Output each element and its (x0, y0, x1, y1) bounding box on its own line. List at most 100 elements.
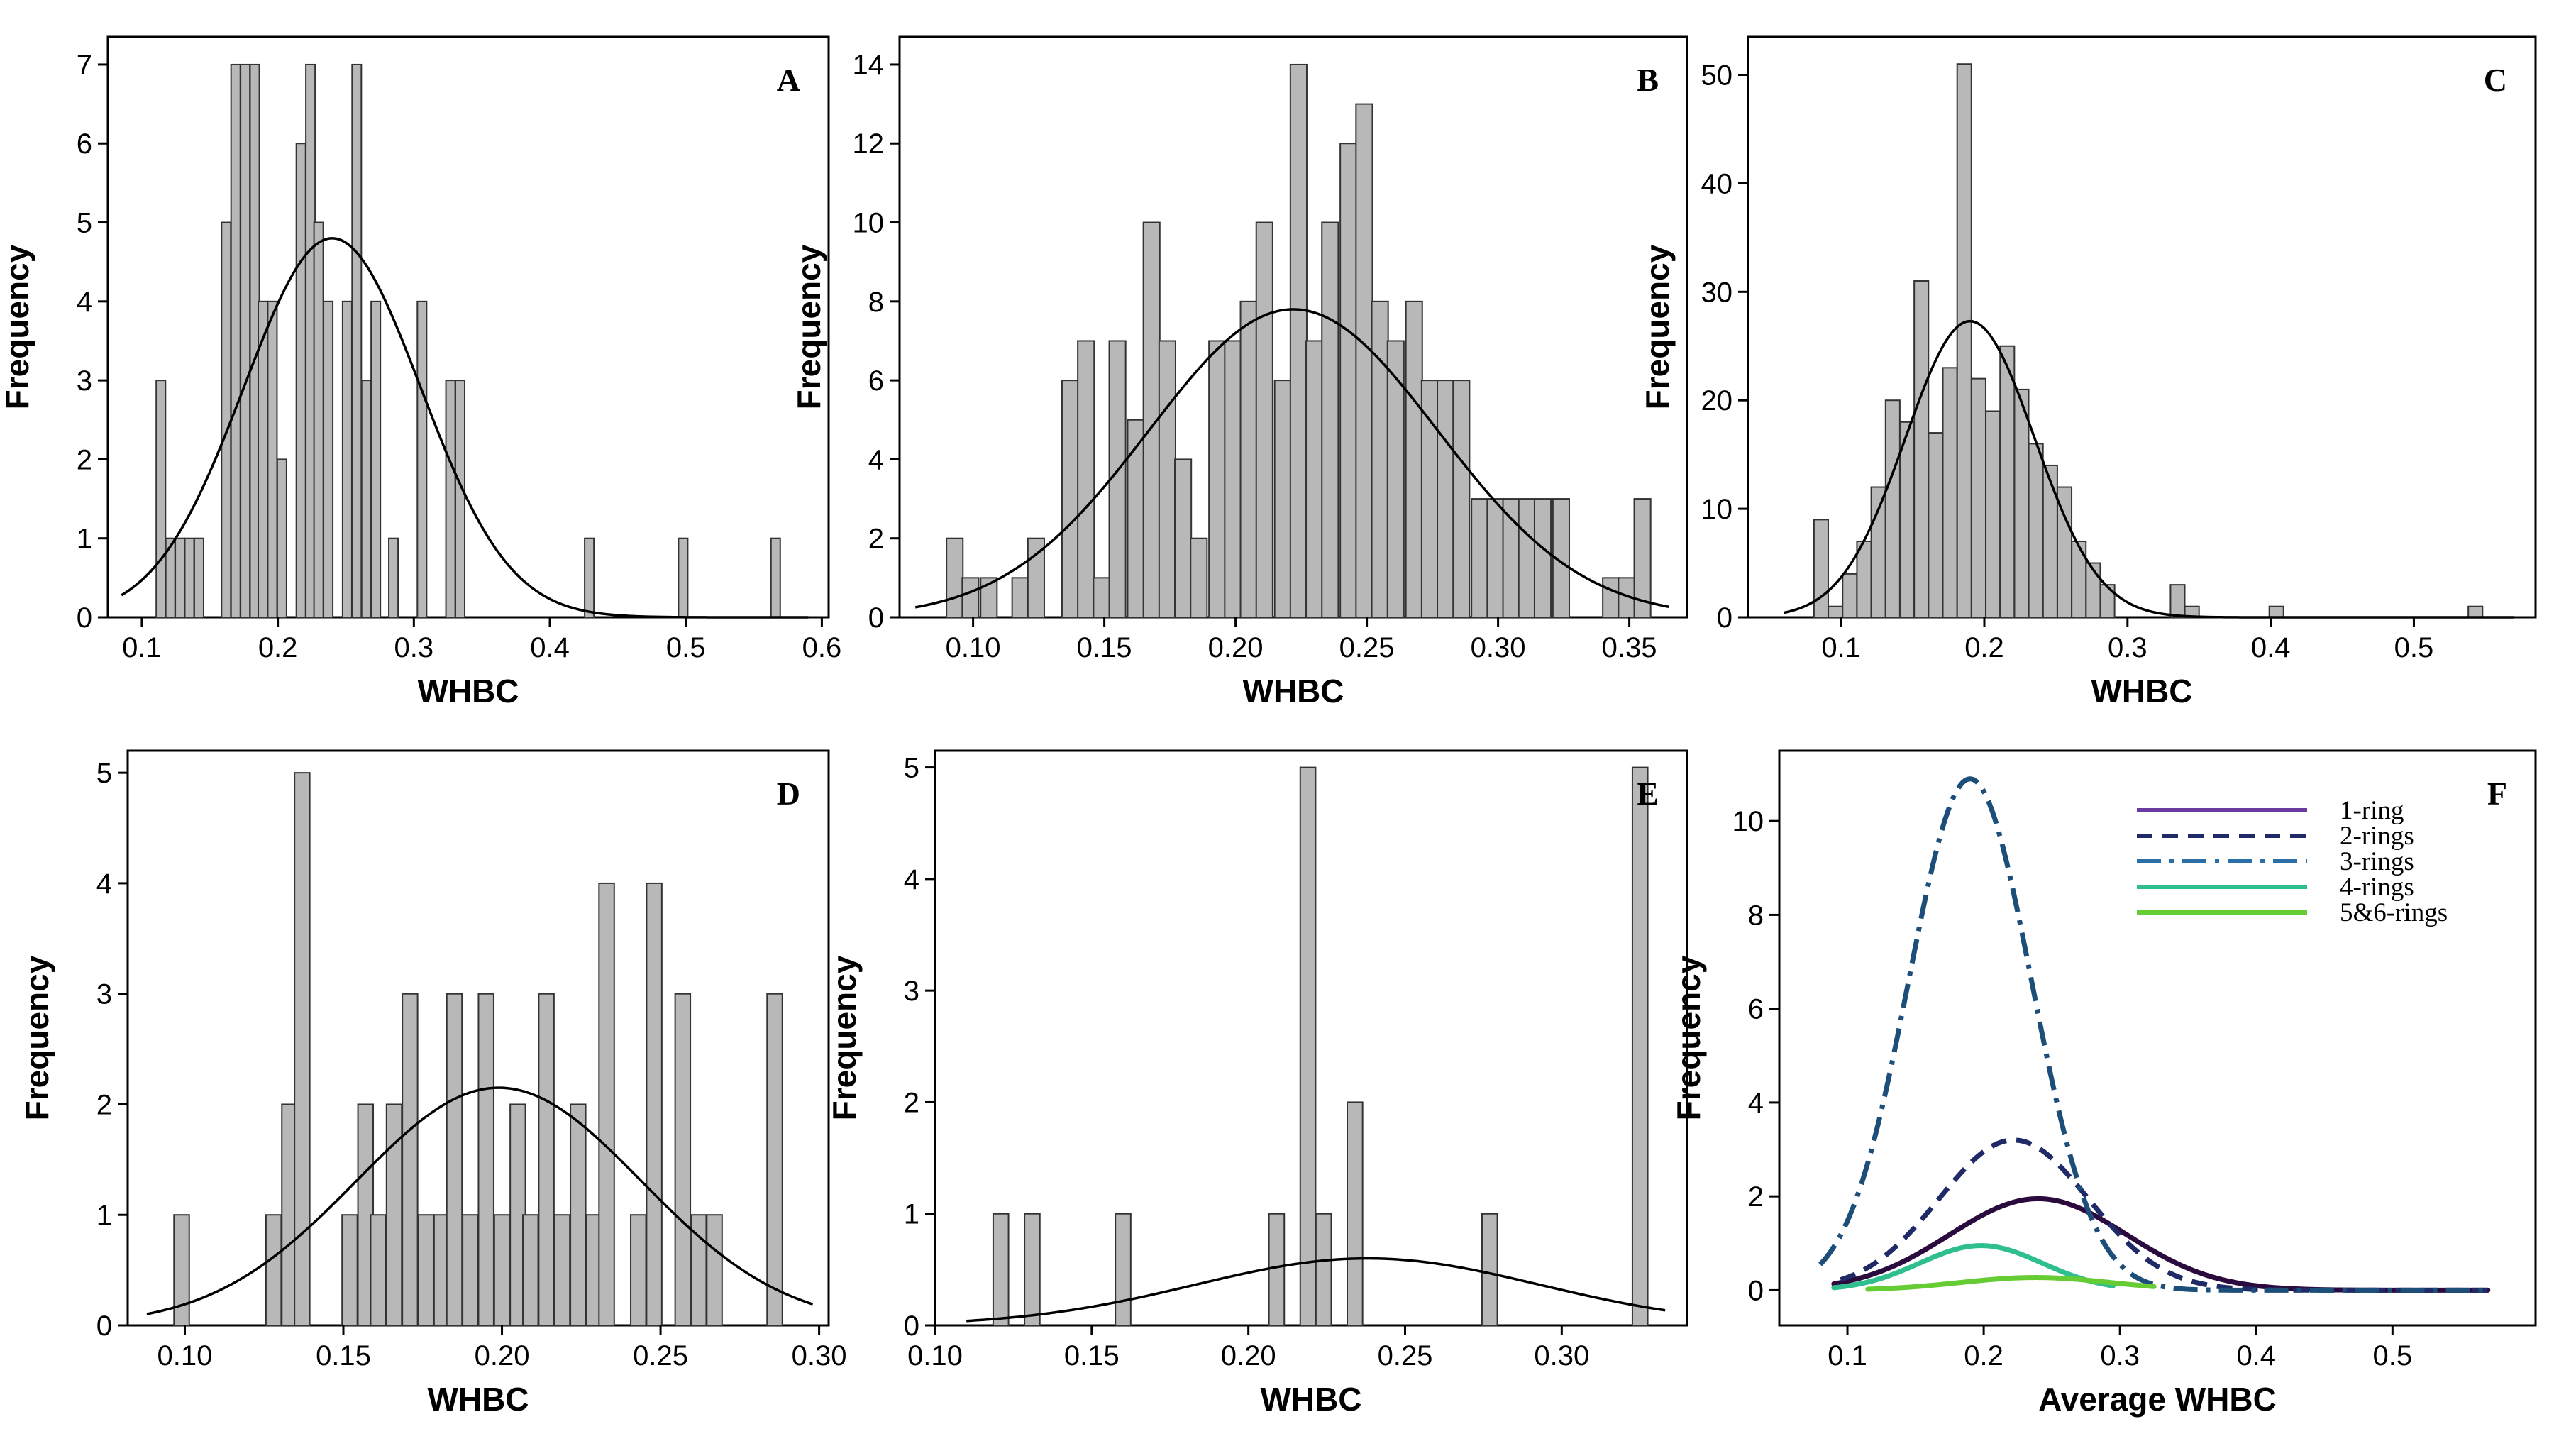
y-tick-label: 6 (1748, 994, 1764, 1025)
histogram-bar (1061, 380, 1080, 618)
normal-fit-curve (966, 1257, 1666, 1323)
histogram-bar (1011, 577, 1029, 618)
histogram-bar (341, 300, 353, 618)
histogram-bar (1355, 103, 1373, 619)
x-tick-label: 0.30 (1534, 1340, 1589, 1372)
chart-panel-d: 0.10 0.15 0.20 0.25 0.30 0 1 2 3 4 5 WHBC Frequency D (18, 749, 847, 1418)
histogram-bar (1405, 300, 1423, 618)
histogram-bar (1208, 340, 1227, 618)
plot-frame (1747, 35, 2537, 619)
x-tick-label: 0.6 (802, 632, 842, 663)
histogram-bar (1268, 1213, 1286, 1326)
histogram-bar (1347, 1101, 1364, 1326)
histogram-bar (2169, 584, 2186, 619)
y-tick-label: 2 (1748, 1181, 1764, 1213)
y-tick-label: 6 (77, 128, 92, 160)
x-tick-label: 0.4 (530, 632, 570, 663)
x-tick-label: 0.20 (1208, 632, 1264, 663)
chart-panel-a: 0.1 0.2 0.3 0.4 0.5 0.6 0 1 2 3 4 5 6 7 WHBC Frequency A (0, 35, 842, 710)
y-axis-label: Frequency (18, 955, 55, 1120)
histogram-bar (1273, 380, 1292, 618)
histogram-bar (1339, 143, 1358, 619)
histogram-bar (1158, 340, 1176, 618)
y-tick-label: 0 (96, 1310, 112, 1342)
x-tick-label: 0.30 (1471, 632, 1526, 663)
histogram-bar (265, 1214, 282, 1326)
y-tick-label: 30 (1701, 277, 1733, 308)
x-tick-label: 0.15 (1064, 1340, 1120, 1372)
legend-label: 1-ring (2340, 796, 2404, 825)
normal-fit-curve (121, 237, 809, 619)
histogram-bar (1533, 498, 1552, 618)
histogram-bar (678, 537, 689, 619)
histogram-bar (1552, 498, 1570, 618)
histogram-bar (295, 143, 306, 619)
histogram-bar (1633, 498, 1652, 618)
x-tick-label: 0.3 (2108, 632, 2147, 663)
y-tick-label: 2 (868, 524, 884, 555)
x-tick-label: 0.20 (475, 1340, 530, 1372)
y-tick-label: 40 (1701, 168, 1733, 199)
histogram-bar (221, 221, 232, 619)
y-tick-label: 1 (904, 1199, 919, 1230)
y-tick-label: 5 (96, 758, 112, 789)
histogram-bar (454, 380, 466, 618)
histogram-bar (584, 537, 595, 619)
histogram-bar (493, 1214, 511, 1326)
y-tick-label: 8 (1748, 900, 1764, 931)
y-tick-label: 20 (1701, 385, 1733, 416)
histogram-bar (1486, 498, 1505, 618)
y-axis-label: Frequency (790, 244, 827, 409)
histogram-bar (1239, 300, 1258, 618)
y-tick-label: 0 (77, 602, 92, 634)
y-tick-label: 7 (77, 50, 92, 81)
y-tick-label: 3 (904, 976, 919, 1007)
histogram-bar (240, 63, 251, 618)
histogram-bar (417, 1214, 434, 1326)
y-tick-label: 10 (853, 208, 885, 239)
legend-label: 3-rings (2340, 847, 2414, 876)
histogram-bar (1077, 340, 1095, 618)
histogram-bar (1884, 399, 1901, 619)
y-tick-label: 12 (853, 128, 885, 160)
histogram-bar (445, 380, 456, 618)
chart-panel-c: 0.1 0.2 0.3 0.4 0.5 0 10 20 30 40 50 WHBC Frequency C (1639, 35, 2537, 710)
y-tick-label: 0 (1748, 1275, 1764, 1306)
histogram-bar (1970, 377, 1986, 618)
y-tick-label: 0 (868, 602, 884, 634)
x-tick-label: 0.3 (2100, 1340, 2140, 1372)
histogram-bar (402, 993, 419, 1326)
plot-frame (106, 35, 830, 619)
histogram-bar (522, 1214, 539, 1326)
y-tick-label: 50 (1701, 60, 1733, 92)
histogram-bar (388, 537, 399, 619)
histogram-bar (1371, 300, 1389, 618)
histogram-bar (1856, 540, 1872, 618)
x-axis-label: WHBC (2091, 673, 2192, 710)
histogram-bar (1315, 1213, 1332, 1326)
x-tick-label: 0.15 (1077, 632, 1132, 663)
histogram-bar (706, 1214, 723, 1326)
histogram-bar (370, 300, 382, 618)
histogram-bar (2099, 584, 2116, 619)
chart-panel-b: 0.10 0.15 0.20 0.25 0.30 0.35 0 2 4 6 8 10 12 14 WHBC F… (790, 35, 1688, 710)
histogram-bar (313, 221, 324, 619)
histogram-bar (173, 1214, 190, 1326)
legend-label: 4-rings (2340, 873, 2414, 902)
y-tick-label: 8 (868, 287, 884, 318)
histogram-bar (1255, 221, 1273, 619)
histogram-bar (646, 882, 663, 1327)
y-axis-label: Frequency (0, 244, 35, 409)
series-line-3-rings (1818, 776, 2489, 1293)
x-tick-label: 0.25 (1339, 632, 1395, 663)
panel-letter: A (777, 62, 800, 98)
histogram-bar (1913, 280, 1930, 618)
histogram-bar (961, 577, 980, 618)
y-tick-label: 4 (868, 444, 884, 475)
y-tick-label: 5 (904, 753, 919, 784)
normal-fit-curve (146, 1086, 814, 1315)
histogram-bar (323, 300, 334, 618)
histogram-bar (462, 1214, 479, 1326)
histogram-bar (351, 63, 363, 618)
